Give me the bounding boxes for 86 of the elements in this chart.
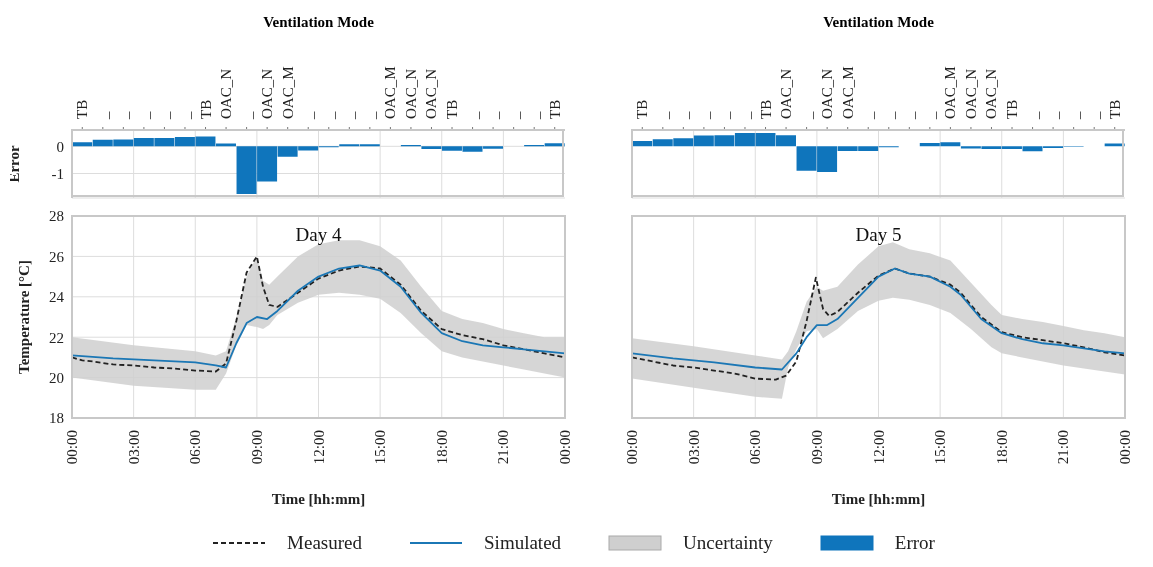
y-axis-title: Error	[6, 145, 23, 183]
x-tick-label: 21:00	[495, 430, 512, 465]
legend-label: Simulated	[484, 532, 562, 554]
x-tick-label: OAC_N	[218, 68, 235, 119]
x-tick-label: _	[176, 111, 193, 120]
x-tick-label: _	[1065, 111, 1082, 120]
y-tick-label: 18	[49, 410, 64, 427]
x-tick-label: TB	[444, 99, 461, 119]
x-tick-label: 09:00	[248, 430, 265, 465]
x-tick-label: TB	[197, 99, 214, 119]
y-tick-label: 26	[49, 248, 65, 265]
x-tick-label: OAC_N	[819, 68, 836, 119]
x-tick-label: _	[736, 111, 753, 120]
x-tick-label: _	[156, 111, 173, 120]
x-tick-label: _	[526, 111, 543, 120]
y-tick-label: 24	[49, 289, 65, 306]
x-tick-label: _	[860, 111, 877, 120]
x-tick-label: OAC_M	[279, 66, 296, 119]
x-tick-label: _	[361, 111, 378, 120]
y-tick-label: 20	[49, 369, 64, 386]
x-tick-label: TB	[634, 99, 651, 119]
x-tick-label: _	[654, 111, 671, 120]
x-tick-label: _	[798, 111, 815, 120]
y-tick-label: 0	[56, 138, 64, 155]
x-axis-title: Time [hh:mm]	[831, 491, 926, 507]
x-tick-label: _	[1045, 111, 1062, 120]
x-tick-label: 00:00	[624, 430, 640, 465]
x-tick-label: _	[320, 111, 337, 120]
x-tick-label: _	[135, 111, 152, 120]
x-tick-label: 06:00	[187, 430, 204, 465]
legend-label: Error	[894, 532, 935, 554]
x-tick-label: 15:00	[372, 430, 389, 465]
x-tick-label: _	[901, 111, 918, 120]
x-tick-label: 06:00	[747, 430, 764, 465]
y-tick-label: 28	[49, 208, 64, 225]
x-tick-label: _	[921, 111, 938, 120]
x-tick-label: 21:00	[1055, 430, 1072, 465]
x-tick-label: OAC_M	[382, 66, 399, 119]
x-tick-label: _	[464, 111, 481, 120]
legend-label: Measured	[287, 532, 363, 554]
x-tick-label: 12:00	[870, 430, 887, 465]
x-tick-label: _	[94, 111, 111, 120]
x-tick-label: _	[716, 111, 733, 120]
legend-label: Uncertainty	[683, 532, 773, 554]
x-tick-label: TB	[546, 99, 563, 119]
x-tick-label: _	[1024, 111, 1041, 120]
x-tick-label: _	[300, 111, 317, 120]
x-tick-label: 18:00	[993, 430, 1010, 465]
x-tick-label: 00:00	[1117, 430, 1133, 465]
x-tick-label: _	[341, 111, 358, 120]
y-tick-label: 22	[49, 329, 64, 346]
y-axis-title: Temperature [°C]	[16, 260, 33, 374]
x-tick-label: _	[1086, 111, 1103, 120]
x-tick-label: _	[675, 111, 692, 120]
x-tick-label: 12:00	[310, 430, 327, 465]
x-tick-label: OAC_N	[983, 68, 1000, 119]
x-tick-label: _	[238, 111, 255, 120]
x-tick-label: TB	[74, 99, 91, 119]
x-tick-label: OAC_N	[402, 68, 419, 119]
x-tick-label: OAC_M	[942, 66, 959, 119]
x-tick-label: _	[485, 111, 502, 120]
x-tick-label: 18:00	[433, 430, 450, 465]
x-tick-label: OAC_N	[259, 68, 276, 119]
annotation: Day 4	[294, 224, 343, 246]
x-tick-label: _	[880, 111, 897, 120]
x-tick-label: TB	[1004, 99, 1021, 119]
x-tick-label: OAC_N	[962, 68, 979, 119]
x-tick-label: 09:00	[808, 430, 825, 465]
x-tick-label: _	[695, 111, 712, 120]
x2-axis-title: Ventilation Mode	[262, 14, 375, 31]
x-tick-label: 15:00	[932, 430, 949, 465]
x2-axis-title: Ventilation Mode	[822, 14, 935, 31]
x-tick-label: TB	[757, 99, 774, 119]
x-tick-label: OAC_N	[423, 68, 440, 119]
x-tick-label: OAC_N	[778, 68, 795, 119]
annotation: Day 5	[854, 224, 903, 246]
x-tick-label: 03:00	[685, 430, 702, 465]
x-tick-label: 00:00	[64, 430, 80, 465]
x-axis-title: Time [hh:mm]	[271, 491, 366, 507]
x-tick-label: _	[505, 111, 522, 120]
y-tick-label: -1	[51, 165, 64, 182]
x-tick-label: OAC_M	[839, 66, 856, 119]
x-tick-label: 03:00	[125, 430, 142, 465]
x-tick-label: TB	[1106, 99, 1123, 119]
x-tick-label: _	[115, 111, 132, 120]
x-tick-label: 00:00	[557, 430, 573, 465]
